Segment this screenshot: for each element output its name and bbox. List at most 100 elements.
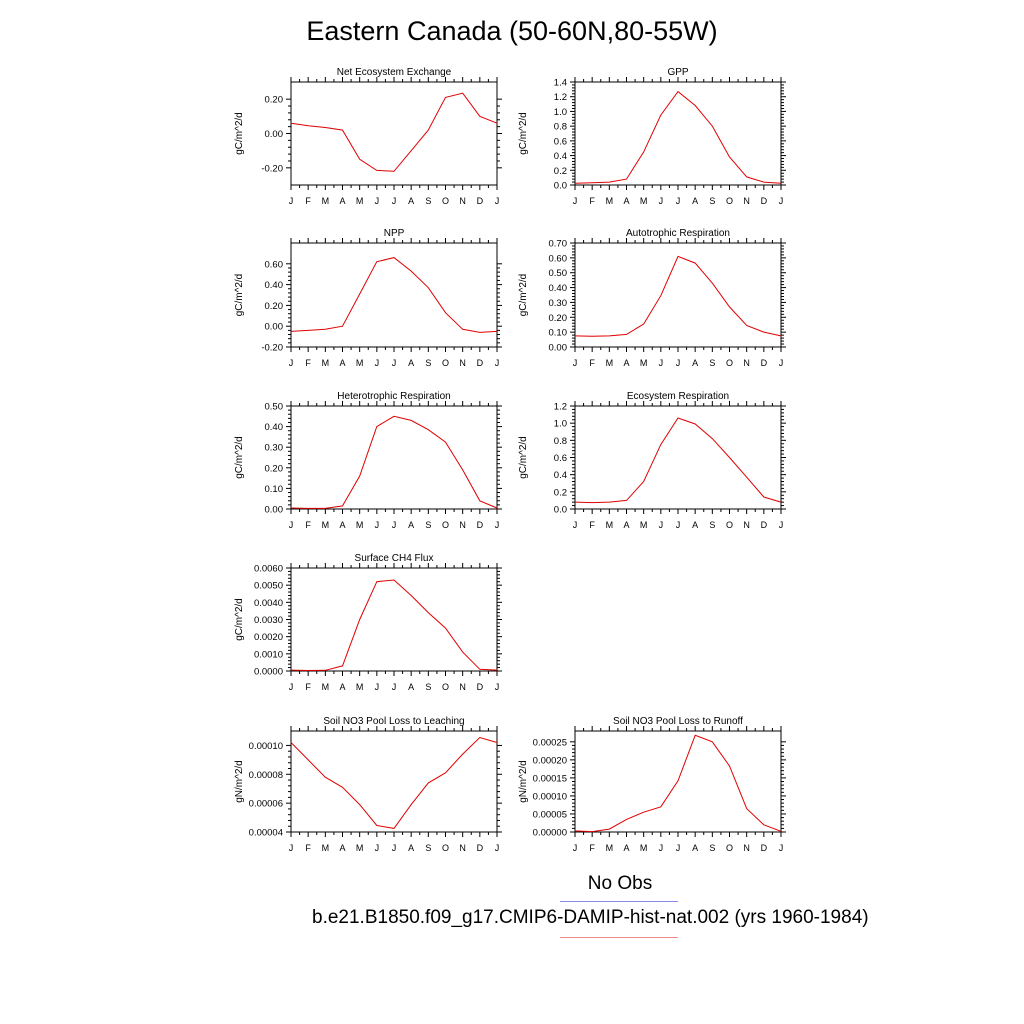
panel-soil-no3-pool-loss-to-leaching: Soil NO3 Pool Loss to Leaching gN/m^2/d J F… [234,716,502,853]
panel-title: Surface CH4 Flux [355,553,434,564]
x-tick-label: S [709,196,715,206]
x-tick-label: O [442,358,449,368]
x-tick-label: J [392,682,397,692]
x-tick-label: F [589,358,595,368]
x-tick-label: O [726,520,733,530]
x-tick-label: N [743,358,750,368]
series-line [290,736,498,829]
x-tick-label: N [459,520,466,530]
y-tick-label: 0.2 [554,487,567,498]
legend-obs-label: No Obs [587,873,653,894]
x-tick-label: J [289,843,294,853]
y-tick-label: 0.0 [554,181,567,192]
x-tick-label: J [392,196,397,206]
x-tick-label: S [425,843,431,853]
x-tick-label: A [623,843,629,853]
x-tick-label: J [676,358,681,368]
x-tick-label: A [408,843,414,853]
x-tick-label: O [442,843,449,853]
x-tick-label: O [726,358,733,368]
panel-title: Heterotrophic Respiration [337,391,450,402]
y-tick-label: 0.0060 [254,564,283,575]
series-line [290,579,498,672]
x-tick-label: M [356,682,364,692]
x-tick-label: J [779,196,784,206]
y-tick-label: -0.20 [261,343,283,354]
x-tick-label: J [375,843,380,853]
x-tick-label: J [495,520,500,530]
plot-frame [574,242,782,348]
x-tick-label: J [779,358,784,368]
y-axis-label: gC/m^2/d [234,112,245,155]
x-tick-label: J [495,196,500,206]
panel-title: NPP [384,228,405,239]
x-tick-label: M [606,196,614,206]
x-tick-label: N [459,358,466,368]
y-tick-label: 0.00005 [533,809,567,820]
legend-case-swatch [560,937,678,938]
x-tick-label: J [676,196,681,206]
y-axis-label: gN/m^2/d [518,760,529,803]
y-tick-label: 0.00006 [249,799,283,810]
series-line [290,92,498,172]
panel-title: Soil NO3 Pool Loss to Runoff [613,716,743,727]
y-tick-label: 0.50 [549,268,568,279]
y-tick-label: 0.40 [265,280,284,291]
x-tick-label: M [322,843,330,853]
plot-frame [290,405,498,510]
y-tick-label: 0.8 [554,122,567,133]
series-line [574,255,782,337]
x-tick-label: D [761,196,768,206]
x-tick-label: J [573,358,578,368]
plot-frame [290,242,498,348]
x-tick-label: D [477,843,484,853]
x-tick-label: J [779,520,784,530]
x-tick-label: M [356,358,364,368]
x-tick-label: N [743,520,750,530]
series-line [290,257,498,333]
x-tick-label: A [623,520,629,530]
x-tick-label: J [375,682,380,692]
x-tick-label: J [392,520,397,530]
page-title: Eastern Canada (50-60N,80-55W) [306,16,718,46]
y-tick-label: 0.10 [549,328,568,339]
x-tick-label: M [606,843,614,853]
x-tick-label: M [640,520,648,530]
y-tick-label: 0.6 [554,453,567,464]
x-tick-label: A [339,520,345,530]
y-tick-label: 0.20 [265,95,284,106]
x-tick-label: F [305,520,311,530]
legend-obs-swatch [560,901,678,902]
panel-title: Autotrophic Respiration [626,228,730,239]
x-tick-label: M [640,843,648,853]
plot-frame [574,81,782,186]
y-tick-label: 0.00004 [249,828,283,839]
y-tick-label: 0.00 [265,322,284,333]
y-tick-label: 0.30 [549,298,568,309]
x-tick-label: J [495,358,500,368]
y-tick-label: 0.0030 [254,615,283,626]
x-tick-label: A [692,196,698,206]
y-tick-label: 0.50 [265,402,284,413]
x-tick-label: S [425,358,431,368]
x-tick-label: D [477,196,484,206]
x-tick-label: S [709,843,715,853]
x-tick-label: F [305,196,311,206]
series-line [574,90,782,184]
x-tick-label: F [589,520,595,530]
y-axis-label: gC/m^2/d [234,436,245,479]
y-tick-label: 0.00 [549,343,568,354]
panel-title: GPP [667,67,688,78]
y-tick-label: 0.00000 [533,828,567,839]
series-line [574,734,782,833]
x-tick-label: S [709,520,715,530]
y-tick-label: 0.60 [549,253,568,264]
x-tick-label: M [356,196,364,206]
y-tick-label: 0.20 [265,463,284,474]
y-tick-label: 0.00010 [533,791,567,802]
y-tick-label: 0.00008 [249,770,283,781]
x-tick-label: A [692,520,698,530]
y-tick-label: 0.4 [554,470,567,481]
